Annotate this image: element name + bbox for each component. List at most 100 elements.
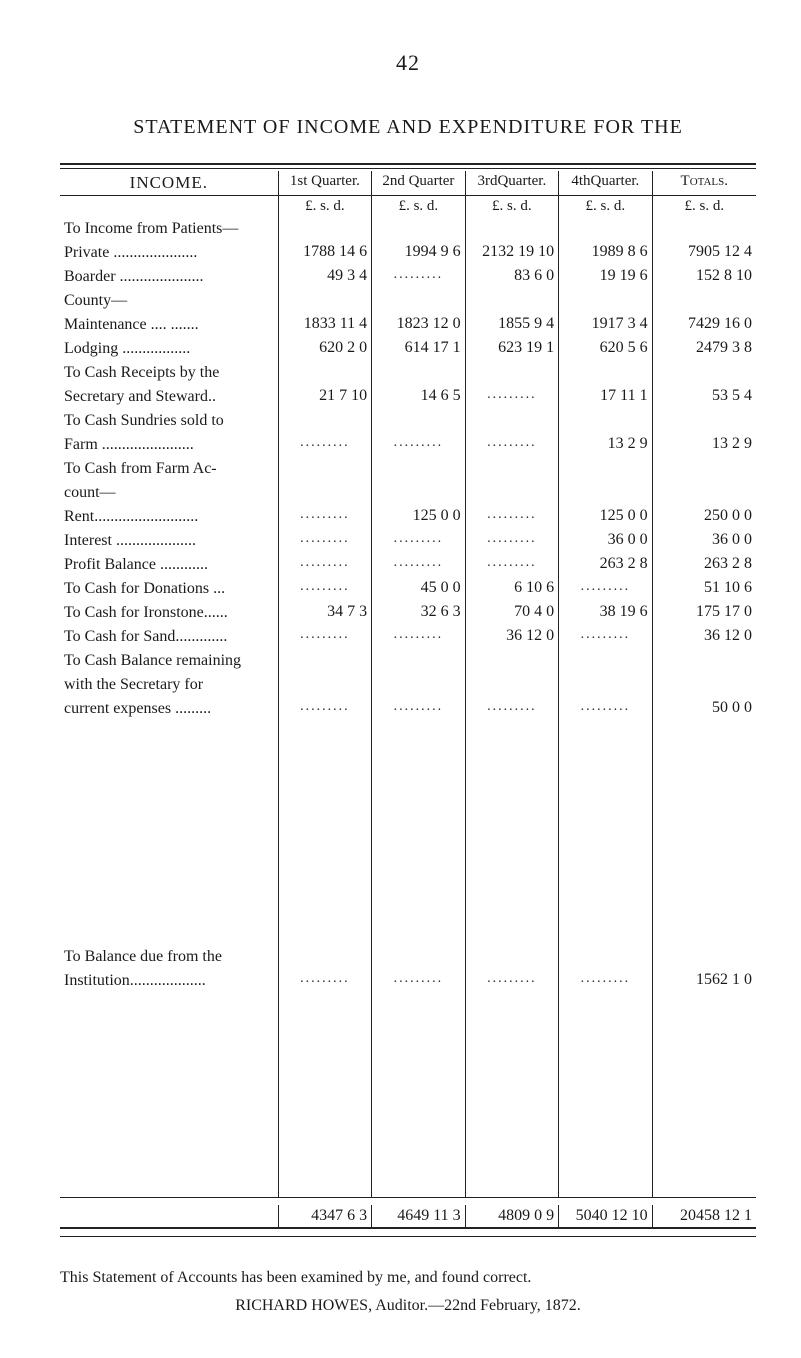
cell-tot: 175 17 0 (652, 601, 756, 625)
table-row: To Cash for Ironstone......34 7 332 6 37… (60, 601, 756, 625)
cell-q1: 21 7 10 (278, 385, 371, 409)
cell-q4 (559, 673, 652, 697)
cell-q3 (465, 481, 558, 505)
cell-q3: 83 6 0 (465, 265, 558, 289)
cell-tot: 250 0 0 (652, 505, 756, 529)
top-double-rule (60, 163, 756, 169)
footnote: This Statement of Accounts has been exam… (60, 1267, 756, 1318)
cell-tot: 13 2 9 (652, 433, 756, 457)
balance-q4: ......... (559, 969, 652, 993)
cell-tot: 7429 16 0 (652, 313, 756, 337)
cell-q3 (465, 457, 558, 481)
cell-tot (652, 481, 756, 505)
cell-q3: 6 10 6 (465, 577, 558, 601)
cell-q1: 1833 11 4 (278, 313, 371, 337)
gt-q2: 4649 11 3 (372, 1205, 465, 1228)
header-q2: 2nd Quarter (372, 171, 465, 196)
table-row: count— (60, 481, 756, 505)
cell-q4 (559, 361, 652, 385)
cell-q4 (559, 217, 652, 241)
cell-q4: 1917 3 4 (559, 313, 652, 337)
cell-tot: 36 12 0 (652, 625, 756, 649)
cell-q2: 125 0 0 (372, 505, 465, 529)
row-desc: To Cash Sundries sold to (60, 409, 278, 433)
row-desc: To Cash Receipts by the (60, 361, 278, 385)
row-desc: with the Secretary for (60, 673, 278, 697)
cell-q2: ......... (372, 553, 465, 577)
cell-q2 (372, 649, 465, 673)
table-row: To Cash Receipts by the (60, 361, 756, 385)
cell-q1: ......... (278, 625, 371, 649)
header-income: INCOME. (60, 171, 278, 196)
cell-q3: ......... (465, 697, 558, 721)
cell-q3: 2132 19 10 (465, 241, 558, 265)
cell-q1 (278, 481, 371, 505)
cell-q3 (465, 217, 558, 241)
cell-q3: ......... (465, 385, 558, 409)
cell-q2 (372, 289, 465, 313)
table-row: current expenses .......................… (60, 697, 756, 721)
cell-q4: 19 19 6 (559, 265, 652, 289)
lsd-q2: £. s. d. (372, 196, 465, 218)
cell-tot: 7905 12 4 (652, 241, 756, 265)
cell-q2: ......... (372, 625, 465, 649)
lsd-q1: £. s. d. (278, 196, 371, 218)
cell-q3 (465, 409, 558, 433)
cell-q4: 17 11 1 (559, 385, 652, 409)
cell-q1 (278, 361, 371, 385)
cell-q4: ......... (559, 625, 652, 649)
cell-q1: 49 3 4 (278, 265, 371, 289)
cell-q2 (372, 481, 465, 505)
cell-tot (652, 673, 756, 697)
cell-q2 (372, 673, 465, 697)
balance-tot: 1562 1 0 (652, 969, 756, 993)
table-row: Interest ...............................… (60, 529, 756, 553)
table-row: Farm ...................................… (60, 433, 756, 457)
cell-q2 (372, 457, 465, 481)
cell-q2: ......... (372, 529, 465, 553)
cell-q4 (559, 409, 652, 433)
cell-q1 (278, 217, 371, 241)
cell-q4 (559, 649, 652, 673)
cell-q3 (465, 289, 558, 313)
cell-tot (652, 649, 756, 673)
cell-q3: 623 19 1 (465, 337, 558, 361)
cell-q1: ......... (278, 529, 371, 553)
cell-q2: ......... (372, 265, 465, 289)
cell-q2: ......... (372, 697, 465, 721)
cell-q2: 614 17 1 (372, 337, 465, 361)
cell-q4 (559, 289, 652, 313)
cell-q4: 125 0 0 (559, 505, 652, 529)
table-row: Lodging .................620 2 0614 17 1… (60, 337, 756, 361)
grand-total-row: 4347 6 3 4649 11 3 4809 0 9 5040 12 10 2… (60, 1205, 756, 1228)
cell-q3: ......... (465, 553, 558, 577)
cell-q4: 1989 8 6 (559, 241, 652, 265)
gt-q3: 4809 0 9 (465, 1205, 558, 1228)
row-desc: To Cash for Donations ... (60, 577, 278, 601)
gt-q1: 4347 6 3 (278, 1205, 371, 1228)
row-desc: To Cash for Sand............. (60, 625, 278, 649)
cell-tot: 53 5 4 (652, 385, 756, 409)
income-table: INCOME. 1st Quarter. 2nd Quarter 3rdQuar… (60, 171, 756, 1237)
cell-q2: 1994 9 6 (372, 241, 465, 265)
cell-q2 (372, 361, 465, 385)
row-desc: Farm ....................... (60, 433, 278, 457)
cell-q1: ......... (278, 697, 371, 721)
cell-q2: 14 6 5 (372, 385, 465, 409)
cell-q4: 36 0 0 (559, 529, 652, 553)
cell-tot: 152 8 10 (652, 265, 756, 289)
cell-tot (652, 457, 756, 481)
balance-q1: ......... (278, 969, 371, 993)
cell-q4 (559, 481, 652, 505)
balance-q3: ......... (465, 969, 558, 993)
row-desc: Profit Balance ............ (60, 553, 278, 577)
row-desc: Boarder ..................... (60, 265, 278, 289)
cell-tot: 263 2 8 (652, 553, 756, 577)
cell-q1 (278, 289, 371, 313)
header-totals: Totals. (652, 171, 756, 196)
cell-tot (652, 361, 756, 385)
table-row: Private .....................1788 14 619… (60, 241, 756, 265)
cell-q1 (278, 409, 371, 433)
row-desc: Lodging ................. (60, 337, 278, 361)
cell-q4: ......... (559, 577, 652, 601)
